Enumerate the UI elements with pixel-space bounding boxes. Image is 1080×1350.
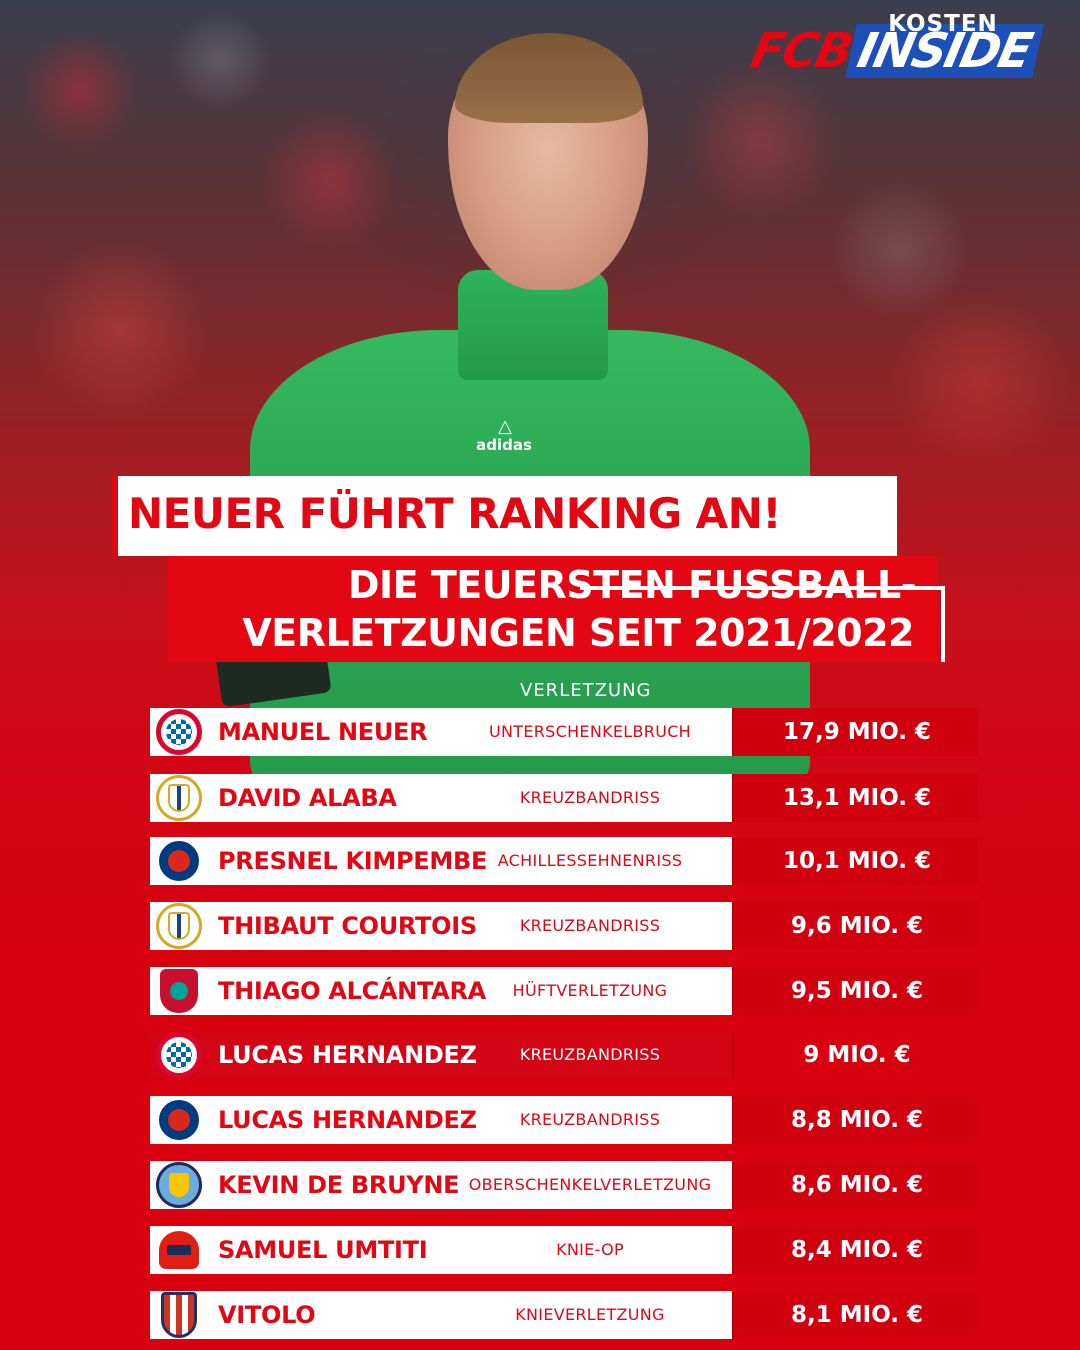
table-row: LUCAS HERNANDEZ KREUZBANDRISS 8,8 MIO. € [150,1096,980,1144]
player-name: SAMUEL UMTITI [218,1236,428,1264]
injury-cost: 8,1 MIO. € [791,1302,923,1328]
adidas-stripes-icon: △ [498,416,512,437]
table-row: VITOLO KNIEVERLETZUNG 8,1 MIO. € [150,1291,980,1339]
row-name-cell: THIAGO ALCÁNTARA HÜFTVERLETZUNG [150,967,732,1015]
injury-cost: 9,6 MIO. € [791,913,923,939]
injury-cost: 9,5 MIO. € [791,978,923,1004]
injury-cost: 10,1 MIO. € [783,848,931,874]
fc-bayern-crest-icon [154,708,204,756]
table-row: KEVIN DE BRUYNE OBERSCHENKELVERLETZUNG 8… [150,1161,980,1209]
row-name-cell: THIBAUT COURTOIS KREUZBANDRISS [150,902,732,950]
player-name: VITOLO [218,1301,316,1329]
row-name-cell: DAVID ALABA KREUZBANDRISS [150,774,732,822]
injury-cost: 13,1 MIO. € [783,785,931,811]
column-header-cost: KOSTEN [888,11,998,37]
man-city-crest-icon [154,1161,204,1209]
row-name-cell: KEVIN DE BRUYNE OBERSCHENKELVERLETZUNG [150,1161,732,1209]
injury-cost: 8,4 MIO. € [791,1237,923,1263]
injury-type: KREUZBANDRISS [519,788,661,807]
psg-crest-icon [154,1096,204,1144]
table-row: THIBAUT COURTOIS KREUZBANDRISS 9,6 MIO. … [150,902,980,950]
row-cost-cell: 8,6 MIO. € [732,1161,978,1209]
liverpool-crest-icon [154,967,204,1015]
row-name-cell: VITOLO KNIEVERLETZUNG [150,1291,732,1339]
injury-cost: 9 MIO. € [803,1042,911,1068]
row-cost-cell: 10,1 MIO. € [732,837,978,885]
subheadline-line-1: DIE TEUERSTEN FUSSBALL- [347,563,917,607]
adidas-logo: △ adidas [474,418,534,458]
injury-type: KNIEVERLETZUNG [515,1305,665,1324]
table-row: THIAGO ALCÁNTARA HÜFTVERLETZUNG 9,5 MIO.… [150,967,980,1015]
column-header-injury: VERLETZUNG [520,680,652,701]
table-row: SAMUEL UMTITI KNIE-OP 8,4 MIO. € [150,1226,980,1274]
player-hair [455,33,643,123]
shirt-brand-text: adidas [476,436,532,454]
table-row: PRESNEL KIMPEMBE ACHILLESSEHNENRISS 10,1… [150,837,980,885]
table-row: DAVID ALABA KREUZBANDRISS 13,1 MIO. € [150,774,980,822]
row-cost-cell: 9,6 MIO. € [732,902,978,950]
row-name-cell: LUCAS HERNANDEZ KREUZBANDRISS [150,1031,732,1079]
row-cost-cell: 8,8 MIO. € [732,1096,978,1144]
fc-bayern-crest-icon [154,1031,204,1079]
row-name-cell: PRESNEL KIMPEMBE ACHILLESSEHNENRISS [150,837,732,885]
player-name: LUCAS HERNANDEZ [218,1106,477,1134]
row-cost-cell: 13,1 MIO. € [732,774,978,822]
injury-type: UNTERSCHENKELBRUCH [488,722,692,741]
injury-type: KREUZBANDRISS [519,1110,661,1129]
headline: NEUER FÜHRT RANKING AN! [128,489,782,538]
injury-type: HÜFTVERLETZUNG [512,981,668,1000]
row-name-cell: MANUEL NEUER UNTERSCHENKELBRUCH [150,708,732,756]
subheadline-frame [580,586,945,662]
injury-cost: 17,9 MIO. € [783,719,931,745]
lille-crest-icon [154,1226,204,1274]
table-row: LUCAS HERNANDEZ KREUZBANDRISS 9 MIO. € [150,1031,980,1079]
row-name-cell: LUCAS HERNANDEZ KREUZBANDRISS [150,1096,732,1144]
row-name-cell: SAMUEL UMTITI KNIE-OP [150,1226,732,1274]
atletico-crest-icon [154,1291,204,1339]
player-name: MANUEL NEUER [218,718,428,746]
injury-cost: 8,8 MIO. € [791,1107,923,1133]
real-madrid-crest-icon [154,774,204,822]
psg-crest-icon [154,837,204,885]
injury-type: KREUZBANDRISS [519,1045,661,1064]
player-name: DAVID ALABA [218,784,397,812]
player-name: LUCAS HERNANDEZ [218,1041,477,1069]
subheadline-line-2: VERLETZUNGEN SEIT 2021/2022 [242,611,914,655]
injury-type: ACHILLESSEHNENRISS [497,851,683,870]
injury-type: OBERSCHENKELVERLETZUNG [468,1175,712,1194]
row-cost-cell: 9 MIO. € [732,1031,978,1079]
player-name: THIAGO ALCÁNTARA [218,977,486,1005]
real-madrid-crest-icon [154,902,204,950]
row-cost-cell: 17,9 MIO. € [732,708,978,756]
player-name: KEVIN DE BRUYNE [218,1171,460,1199]
row-cost-cell: 9,5 MIO. € [732,967,978,1015]
injury-type: KREUZBANDRISS [519,916,661,935]
subheadline-box: DIE TEUERSTEN FUSSBALL- VERLETZUNGEN SEI… [168,556,945,662]
table-row: MANUEL NEUER UNTERSCHENKELBRUCH 17,9 MIO… [150,708,980,756]
player-name: THIBAUT COURTOIS [218,912,477,940]
row-cost-cell: 8,4 MIO. € [732,1226,978,1274]
injury-cost: 8,6 MIO. € [791,1172,923,1198]
injury-type: KNIE-OP [556,1240,624,1259]
player-name: PRESNEL KIMPEMBE [218,847,488,875]
row-cost-cell: 8,1 MIO. € [732,1291,978,1339]
headline-box: NEUER FÜHRT RANKING AN! [112,476,897,556]
